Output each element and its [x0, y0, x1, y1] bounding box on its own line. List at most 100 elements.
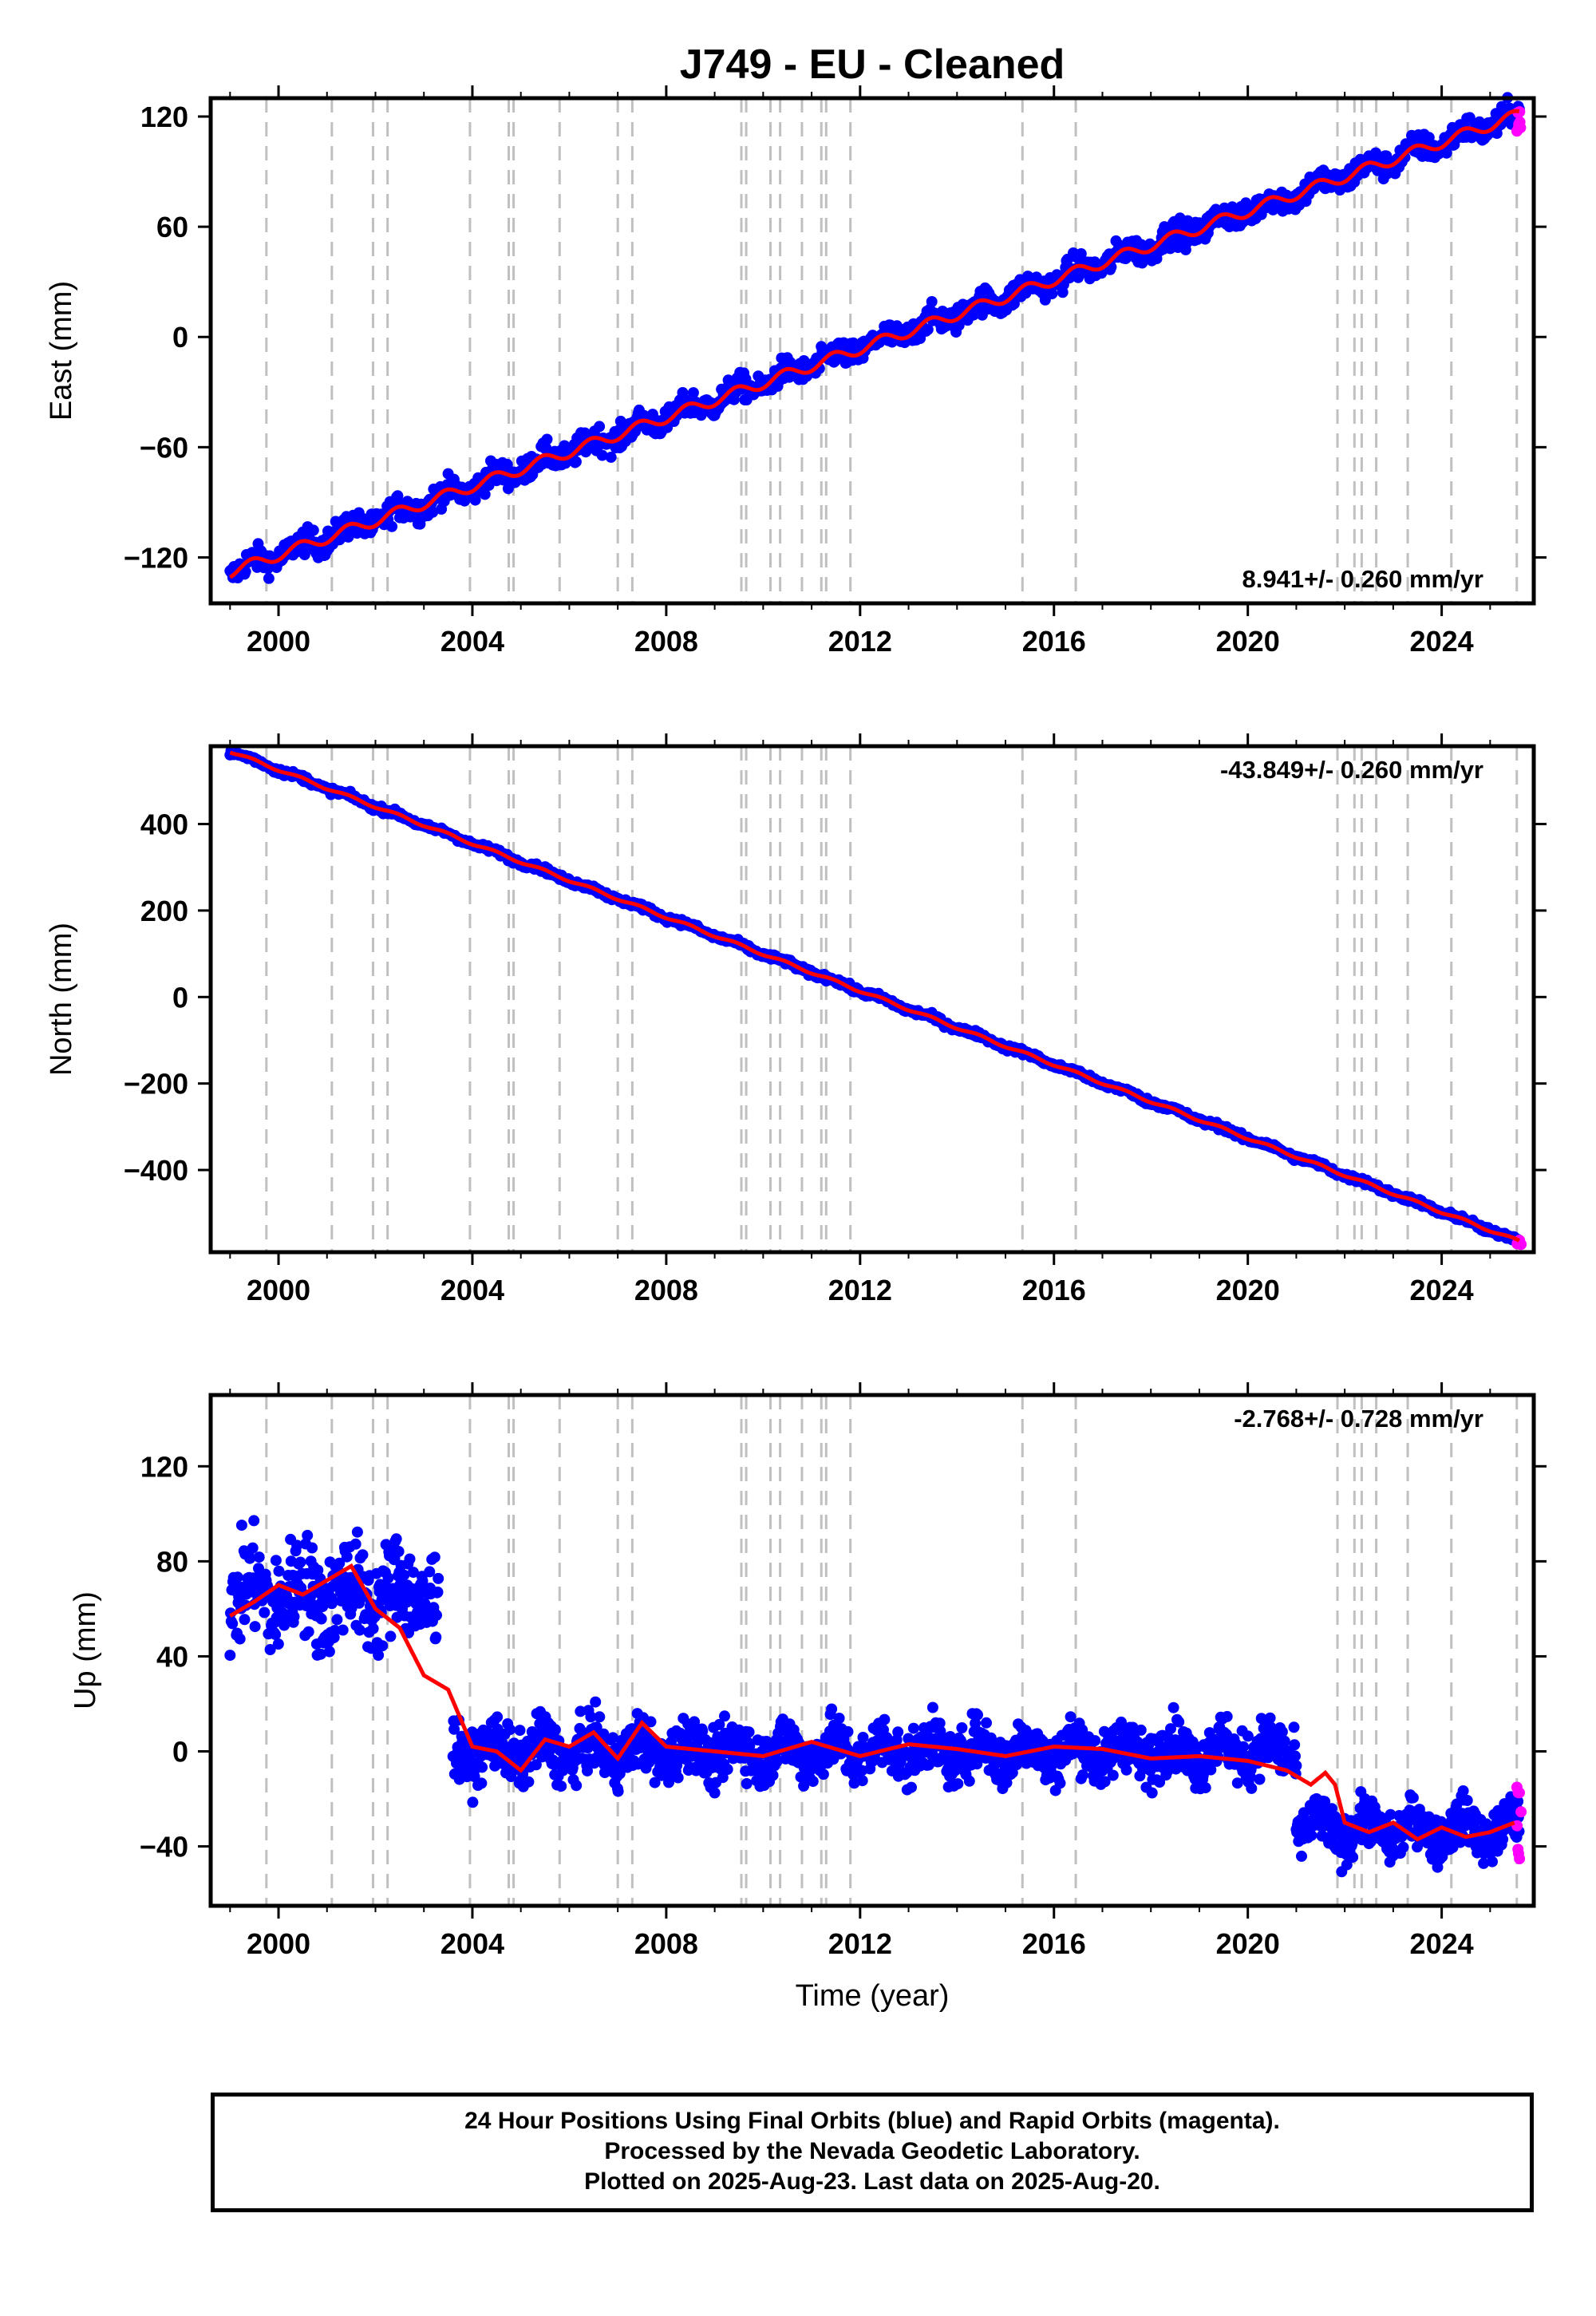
up-data-point: [672, 1772, 684, 1784]
up-data-point: [224, 1650, 236, 1662]
north-x-tick-label: 2000: [247, 1274, 310, 1306]
east-x-tick-label: 2012: [828, 625, 892, 658]
up-data-point: [326, 1598, 338, 1610]
east-model-fit: [229, 109, 1520, 579]
up-data-point: [248, 1515, 260, 1527]
up-data-point: [1290, 1750, 1301, 1762]
up-data-point: [476, 1777, 488, 1789]
up-data-point: [334, 1557, 346, 1569]
up-data-point: [354, 1624, 365, 1636]
east-data-point: [594, 421, 606, 433]
up-data-point: [514, 1725, 526, 1737]
up-data-point: [585, 1711, 597, 1723]
up-data-point: [590, 1696, 602, 1708]
up-data-point: [1199, 1782, 1211, 1794]
up-data-point: [424, 1566, 436, 1578]
east-x-tick-label: 2008: [634, 625, 698, 658]
north-y-tick-label: −200: [124, 1068, 188, 1101]
up-data-point: [398, 1569, 410, 1581]
up-data-point: [249, 1621, 261, 1633]
up-data-point: [1276, 1726, 1288, 1737]
up-data-point: [666, 1736, 677, 1748]
north-event-lines: [265, 746, 1519, 1252]
up-data-point: [1347, 1852, 1359, 1863]
up-data-point: [645, 1716, 657, 1728]
up-data-point: [1089, 1735, 1101, 1747]
up-data-point: [922, 1759, 934, 1771]
up-data-point: [1167, 1701, 1179, 1713]
up-data-point: [926, 1701, 938, 1713]
up-data-point: [317, 1601, 329, 1612]
east-data-point: [926, 296, 938, 307]
up-data-point: [244, 1552, 256, 1564]
up-data-point: [432, 1587, 444, 1598]
east-y-tick-label: 60: [156, 211, 188, 243]
up-data-point: [239, 1614, 251, 1626]
up-data-point: [1306, 1829, 1317, 1841]
north-axis-ticks: 2000 2004 2008 2012 2016 2020 2024−400−2000200…: [124, 733, 1547, 1306]
up-data-point: [575, 1705, 587, 1717]
east-data-point: [922, 323, 934, 335]
up-data-point: [817, 1769, 829, 1780]
east-data-point: [677, 387, 689, 398]
north-x-tick-label: 2004: [440, 1274, 504, 1306]
north-rapid-points: [1511, 1235, 1527, 1251]
up-data-point: [612, 1785, 624, 1797]
east-data-point: [386, 520, 398, 532]
up-data-point: [323, 1646, 335, 1658]
up-data-point: [227, 1618, 239, 1630]
up-data-point: [385, 1630, 397, 1642]
east-axis-label: East (mm): [45, 281, 78, 421]
up-data-point: [417, 1575, 429, 1587]
up-data-point: [367, 1622, 379, 1634]
up-data-point: [743, 1726, 755, 1738]
up-data-point: [689, 1716, 701, 1728]
up-data-point: [304, 1591, 316, 1603]
up-data-point: [341, 1551, 353, 1563]
east-x-tick-label: 2024: [1410, 625, 1474, 658]
up-data-point: [259, 1607, 271, 1618]
up-data-point: [1001, 1777, 1013, 1788]
east-data-point: [596, 449, 608, 461]
east-data-point: [1046, 288, 1058, 300]
north-plot-frame: [208, 744, 1536, 1255]
up-data-point: [741, 1778, 753, 1789]
north-y-tick-label: 400: [140, 808, 188, 841]
up-data-point: [530, 1759, 542, 1771]
up-data-point: [467, 1796, 479, 1808]
up-data-point: [1054, 1777, 1066, 1789]
up-data-point: [981, 1717, 992, 1729]
east-rapid-points: [1511, 106, 1527, 137]
up-data-point: [856, 1775, 868, 1787]
up-data-point: [717, 1772, 729, 1784]
up-data-point: [1238, 1741, 1250, 1753]
east-data-point: [1370, 147, 1381, 159]
east-data-point: [307, 524, 319, 536]
up-data-point: [571, 1780, 583, 1792]
up-data-point: [377, 1640, 389, 1652]
east-x-tick-label: 2000: [247, 625, 310, 658]
up-data-point: [842, 1725, 854, 1737]
up-data-point: [231, 1571, 243, 1583]
east-axis-ticks: 2000 2004 2008 2012 2016 2020 2024−120−6006012…: [124, 85, 1547, 658]
north-x-tick-label: 2024: [1410, 1274, 1474, 1306]
up-data-point: [697, 1725, 709, 1737]
up-data-point: [373, 1650, 385, 1661]
up-data-point: [331, 1614, 343, 1626]
up-data-point: [1120, 1764, 1132, 1776]
north-x-tick-label: 2008: [634, 1274, 698, 1306]
up-event-lines: [265, 1395, 1519, 1906]
up-data-point: [523, 1776, 535, 1788]
up-data-point: [721, 1764, 733, 1775]
up-data-point: [264, 1644, 276, 1655]
north-x-tick-label: 2020: [1216, 1274, 1280, 1306]
up-data-point: [767, 1769, 779, 1781]
up-data-point: [907, 1722, 919, 1734]
east-y-tick-label: 120: [140, 101, 188, 133]
up-data-point: [1397, 1841, 1409, 1853]
north-panel: 2000 2004 2008 2012 2016 2020 2024−400−2000200…: [45, 733, 1547, 1306]
up-data-point: [270, 1555, 282, 1567]
up-data-point: [407, 1567, 419, 1579]
up-data-point: [949, 1765, 961, 1777]
up-data-point: [429, 1551, 440, 1563]
